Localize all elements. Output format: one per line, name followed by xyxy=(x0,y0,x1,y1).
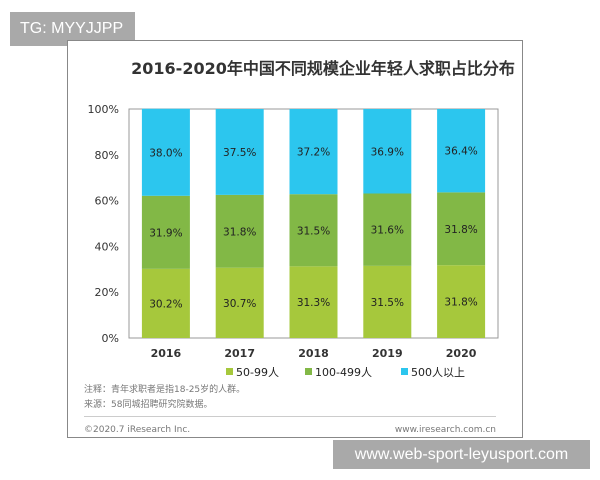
data-label: 31.3% xyxy=(297,297,330,309)
legend-label: 50-99人 xyxy=(236,366,279,379)
bar-segment xyxy=(289,266,338,338)
legend-swatch xyxy=(401,368,408,375)
watermark-bottom: www.web-sport-leyusport.com xyxy=(333,440,590,469)
data-label: 31.8% xyxy=(223,226,256,238)
bar-segment xyxy=(289,194,338,267)
note-text: 注释：青年求职者是指18-25岁的人群。 xyxy=(84,385,246,395)
data-label: 36.4% xyxy=(444,146,477,158)
x-tick-label: 2019 xyxy=(372,347,403,360)
data-label: 30.7% xyxy=(223,298,256,310)
x-tick-label: 2018 xyxy=(298,347,329,360)
y-tick-label: 100% xyxy=(88,103,119,116)
bar-segment xyxy=(363,265,412,338)
data-label: 37.5% xyxy=(223,147,256,159)
bar-segment xyxy=(437,265,486,338)
bar-segment xyxy=(437,192,486,266)
data-label: 31.8% xyxy=(444,297,477,309)
bar-segment xyxy=(363,109,412,194)
divider xyxy=(84,416,496,417)
bar-segment xyxy=(141,268,190,338)
chart-title: 2016-2020年中国不同规模企业年轻人求职占比分布 xyxy=(131,59,515,78)
y-tick-label: 80% xyxy=(95,149,119,162)
x-tick-label: 2020 xyxy=(446,347,477,360)
chart-card: 2016-2020年中国不同规模企业年轻人求职占比分布 0% 20% 40% 60% 8… xyxy=(67,40,523,438)
bar-segment xyxy=(215,109,264,195)
y-tick-label: 20% xyxy=(95,286,119,299)
bar-segment xyxy=(141,195,190,269)
legend-label: 500人以上 xyxy=(411,366,465,379)
bar-segment xyxy=(289,109,338,195)
notes: 注释：青年求职者是指18-25岁的人群。 来源：58同城招聘研究院数据。 xyxy=(84,383,245,413)
data-label: 30.2% xyxy=(149,298,182,310)
bar-segment xyxy=(215,267,264,338)
legend-swatch xyxy=(226,368,233,375)
y-tick-label: 0% xyxy=(102,332,119,345)
bar-segment xyxy=(363,193,412,266)
stacked-bar-chart: 0% 20% 40% 60% 80% 100% 30.2% 31.9% 38.0% 2016 30.… xyxy=(88,103,499,379)
data-label: 31.5% xyxy=(297,225,330,237)
bar-segment xyxy=(437,109,486,193)
data-label: 31.8% xyxy=(444,224,477,236)
y-tick-label: 40% xyxy=(95,240,119,253)
x-tick-label: 2016 xyxy=(151,347,182,360)
site-url: www.iresearch.com.cn xyxy=(394,425,496,435)
x-tick-label: 2017 xyxy=(224,347,255,360)
data-label: 31.6% xyxy=(371,225,404,237)
data-label: 31.5% xyxy=(371,297,404,309)
bar-segment xyxy=(215,194,264,268)
data-label: 36.9% xyxy=(371,146,404,158)
y-tick-label: 60% xyxy=(95,195,119,208)
bar-segment xyxy=(141,108,190,196)
legend: 50-99人 100-499人 500人以上 xyxy=(226,366,465,379)
data-label: 37.2% xyxy=(297,147,330,159)
copyright: ©2020.7 iResearch Inc. xyxy=(84,425,191,435)
data-label: 31.9% xyxy=(149,227,182,239)
legend-label: 100-499人 xyxy=(315,366,372,379)
legend-swatch xyxy=(305,368,312,375)
data-label: 38.0% xyxy=(149,147,182,159)
source-text: 来源：58同城招聘研究院数据。 xyxy=(84,400,213,410)
